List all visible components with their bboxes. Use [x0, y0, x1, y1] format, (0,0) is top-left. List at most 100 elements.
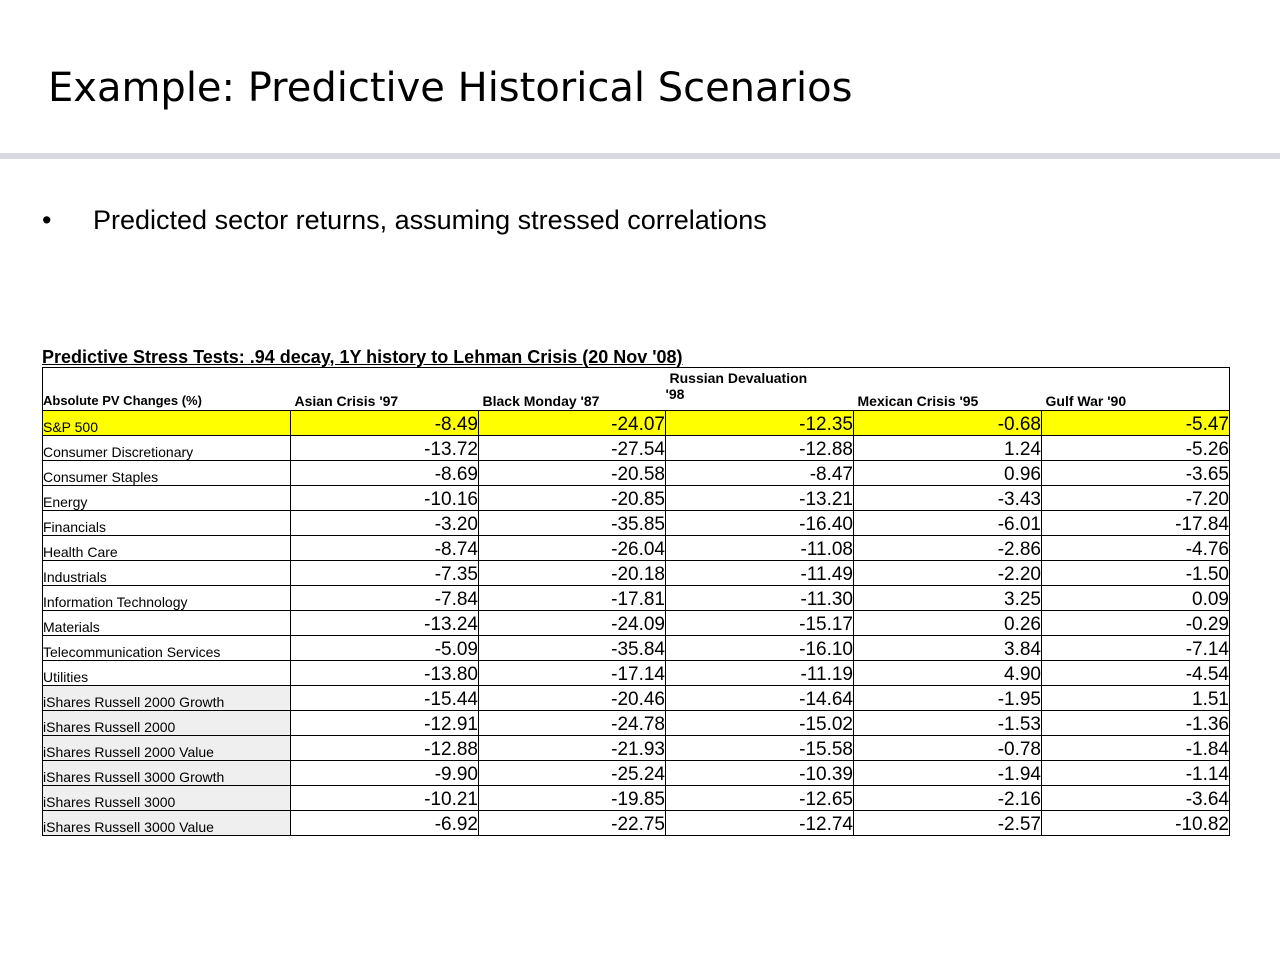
table-row: iShares Russell 3000 Growth -9.90 -25.24 -1… [42, 760, 1230, 786]
row-label: S&P 500 [42, 410, 291, 436]
table-row: iShares Russell 3000 -10.21 -19.85 -12.65 -2… [42, 785, 1230, 811]
row-value: -9.90 [290, 760, 479, 786]
row-value: -14.64 [665, 685, 854, 711]
row-value: -15.02 [665, 710, 854, 736]
table-row: Energy -10.16 -20.85 -13.21 -3.43 -7.20 [42, 485, 1230, 511]
row-value: -1.14 [1041, 760, 1230, 786]
row-value: -21.93 [478, 735, 666, 761]
row-value: -35.85 [478, 510, 666, 536]
table-row: Materials -13.24 -24.09 -15.17 0.26 -0.29 [42, 610, 1230, 636]
table-row: iShares Russell 2000 Value -12.88 -21.93 -1… [42, 735, 1230, 761]
row-value: -2.20 [853, 560, 1042, 586]
header-russian-devaluation-line2: '98 [665, 386, 685, 402]
row-label: iShares Russell 3000 Growth [42, 760, 291, 786]
row-value: -4.54 [1041, 660, 1230, 686]
table-row: S&P 500 -8.49 -24.07 -12.35 -0.68 -5.47 [42, 410, 1230, 436]
row-label: iShares Russell 2000 [42, 710, 291, 736]
row-value: -0.29 [1041, 610, 1230, 636]
row-value: -11.49 [665, 560, 854, 586]
row-value: -13.72 [290, 435, 479, 461]
header-asian-crisis-text: Asian Crisis '97 [294, 393, 399, 409]
row-value: -7.35 [290, 560, 479, 586]
table-row: iShares Russell 3000 Value -6.92 -22.75 -12… [42, 810, 1230, 836]
header-russian-devaluation: Russian Devaluation '98 [665, 367, 854, 411]
row-label: iShares Russell 2000 Value [42, 735, 291, 761]
row-value: -1.84 [1041, 735, 1230, 761]
row-value: -19.85 [478, 785, 666, 811]
header-label: Absolute PV Changes (%) [42, 367, 291, 411]
row-value: -7.20 [1041, 485, 1230, 511]
row-value: 0.09 [1041, 585, 1230, 611]
row-value: -20.85 [478, 485, 666, 511]
row-value: -12.88 [665, 435, 854, 461]
row-value: -25.24 [478, 760, 666, 786]
row-value: -12.35 [665, 410, 854, 436]
row-value: -11.19 [665, 660, 854, 686]
row-value: 0.96 [853, 460, 1042, 486]
row-value: -12.88 [290, 735, 479, 761]
row-value: -15.44 [290, 685, 479, 711]
row-label: Energy [42, 485, 291, 511]
table-row: iShares Russell 2000 -12.91 -24.78 -15.02 -1… [42, 710, 1230, 736]
row-value: -4.76 [1041, 535, 1230, 561]
row-value: -16.10 [665, 635, 854, 661]
row-label: Utilities [42, 660, 291, 686]
row-value: -24.07 [478, 410, 666, 436]
row-label: iShares Russell 3000 Value [42, 810, 291, 836]
table-row: Consumer Staples -8.69 -20.58 -8.47 0.96 -3.6… [42, 460, 1230, 486]
row-value: -17.84 [1041, 510, 1230, 536]
row-value: -10.21 [290, 785, 479, 811]
row-value: -12.91 [290, 710, 479, 736]
row-value: -10.16 [290, 485, 479, 511]
row-value: -17.81 [478, 585, 666, 611]
row-label: Industrials [42, 560, 291, 586]
row-value: -27.54 [478, 435, 666, 461]
row-value: -8.47 [665, 460, 854, 486]
row-label: Information Technology [42, 585, 291, 611]
row-value: -24.78 [478, 710, 666, 736]
header-russian-devaluation-line1: Russian Devaluation [669, 370, 808, 386]
table-row: Consumer Discretionary -13.72 -27.54 -12.88… [42, 435, 1230, 461]
bullet-text: Predicted sector returns, assuming stres… [93, 205, 767, 235]
row-value: -1.95 [853, 685, 1042, 711]
row-value: -20.46 [478, 685, 666, 711]
table-row: iShares Russell 2000 Growth -15.44 -20.46-… [42, 685, 1230, 711]
header-black-monday: Black Monday '87 [478, 367, 666, 411]
row-value: -17.14 [478, 660, 666, 686]
row-value: -35.84 [478, 635, 666, 661]
row-value: -8.49 [290, 410, 479, 436]
row-value: -0.68 [853, 410, 1042, 436]
row-value: -15.17 [665, 610, 854, 636]
row-value: -5.09 [290, 635, 479, 661]
row-value: -3.43 [853, 485, 1042, 511]
row-label: Health Care [42, 535, 291, 561]
header-gulf-war: Gulf War '90 [1041, 367, 1230, 411]
row-value: -20.58 [478, 460, 666, 486]
row-value: -3.20 [290, 510, 479, 536]
row-value: -2.16 [853, 785, 1042, 811]
table-title: Predictive Stress Tests: .94 decay, 1Y h… [42, 347, 683, 367]
bullet-dot-icon: • [42, 205, 52, 235]
row-value: -24.09 [478, 610, 666, 636]
row-value: -3.65 [1041, 460, 1230, 486]
row-label: Materials [42, 610, 291, 636]
table-header-row: Absolute PV Changes (%) Asian Crisis '97… [42, 367, 1230, 411]
stress-test-table: Absolute PV Changes (%) Asian Crisis '97… [42, 367, 1230, 836]
header-mexican-crisis-text: Mexican Crisis '95 [857, 393, 979, 409]
table-row: Financials -3.20 -35.85 -16.40 -6.01 -17.84 [42, 510, 1230, 536]
row-value: -13.21 [665, 485, 854, 511]
row-value: -2.86 [853, 535, 1042, 561]
table-row: Utilities -13.80 -17.14 -11.19 4.90 -4.54 [42, 660, 1230, 686]
row-value: -1.53 [853, 710, 1042, 736]
row-value: 3.25 [853, 585, 1042, 611]
row-value: -12.65 [665, 785, 854, 811]
row-value: 1.24 [853, 435, 1042, 461]
table-row: Information Technology -7.84 -17.81 -11.30 3… [42, 585, 1230, 611]
header-gulf-war-text: Gulf War '90 [1045, 393, 1127, 409]
slide-title: Example: Predictive Historical Scenarios [48, 65, 853, 111]
row-value: -0.78 [853, 735, 1042, 761]
row-value: -20.18 [478, 560, 666, 586]
row-value: -10.82 [1041, 810, 1230, 836]
row-label: Consumer Staples [42, 460, 291, 486]
row-value: -8.69 [290, 460, 479, 486]
